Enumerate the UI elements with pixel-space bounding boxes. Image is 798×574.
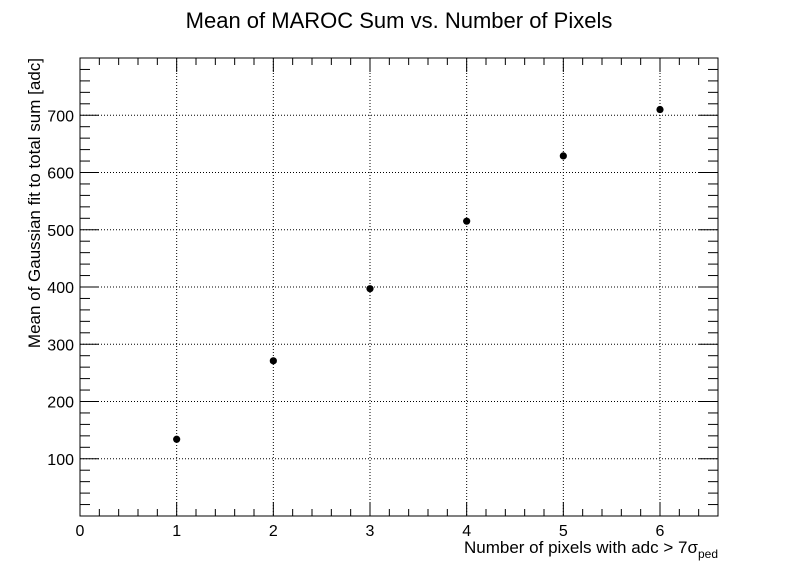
data-point — [173, 435, 181, 443]
plot-frame — [79, 57, 719, 517]
data-point — [366, 285, 374, 293]
y-tick-label: 100 — [47, 452, 74, 469]
x-tick-label: 2 — [269, 523, 278, 540]
x-axis-label: Number of pixels with adc > 7σped — [464, 538, 718, 561]
x-axis-label-symbol: σ — [687, 538, 698, 557]
x-tick-label: 1 — [172, 523, 181, 540]
data-point — [559, 152, 567, 160]
axis-ticks — [79, 57, 719, 517]
y-tick-label: 400 — [47, 280, 74, 297]
x-tick-labels: 0 1 2 3 4 5 6 — [76, 523, 665, 540]
data-point — [463, 217, 471, 225]
data-point — [656, 105, 664, 114]
data-point — [269, 357, 277, 365]
y-tick-label: 700 — [47, 108, 74, 125]
chart-title: Mean of MAROC Sum vs. Number of Pixels — [186, 8, 613, 33]
x-axis-label-text: Number of pixels with adc > 7 — [464, 538, 687, 557]
x-tick-label: 0 — [76, 523, 85, 540]
y-tick-labels: 100 200 300 400 500 600 700 — [47, 108, 74, 469]
grid-lines — [80, 58, 718, 516]
y-tick-label: 300 — [47, 337, 74, 354]
data-points — [173, 105, 664, 443]
x-tick-label: 3 — [366, 523, 375, 540]
x-axis-label-subscript: ped — [698, 547, 718, 561]
x-tick-label: 5 — [559, 523, 568, 540]
y-tick-label: 500 — [47, 223, 74, 240]
y-tick-label: 200 — [47, 395, 74, 412]
x-tick-label: 6 — [656, 523, 665, 540]
x-tick-label: 4 — [462, 523, 471, 540]
y-axis-label: Mean of Gaussian fit to total sum [adc] — [25, 58, 44, 348]
y-tick-label: 600 — [47, 166, 74, 183]
